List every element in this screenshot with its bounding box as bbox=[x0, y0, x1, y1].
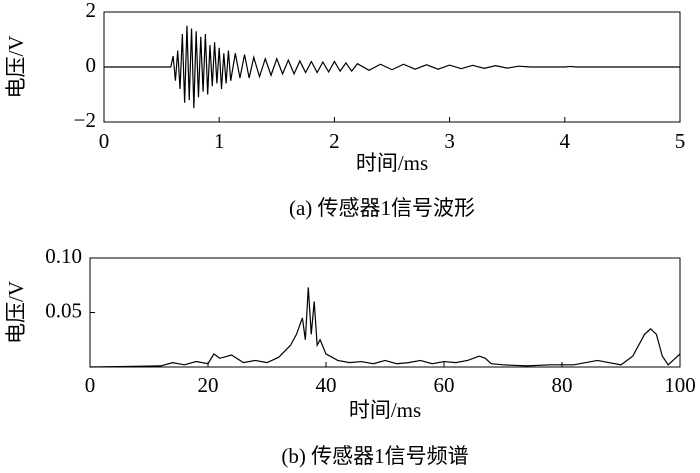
signal-line bbox=[104, 25, 680, 109]
y-tick-label: −2 bbox=[74, 108, 96, 132]
x-tick-label: 60 bbox=[434, 373, 455, 397]
x-tick-label: 80 bbox=[552, 373, 573, 397]
x-tick-label: 40 bbox=[316, 373, 337, 397]
x-tick-label: 0 bbox=[99, 129, 110, 153]
x-tick-label: 20 bbox=[198, 373, 219, 397]
signal-line bbox=[89, 287, 681, 368]
plot-frame bbox=[89, 257, 681, 368]
caption: (b) 传感器1信号频谱 bbox=[281, 444, 468, 468]
x-tick-label: 2 bbox=[329, 129, 340, 153]
x-tick-label: 1 bbox=[214, 129, 225, 153]
y-tick-label: 2 bbox=[86, 0, 97, 22]
x-tick-label: 100 bbox=[664, 373, 696, 397]
y-axis-label: 电压/V bbox=[4, 36, 28, 99]
x-tick-label: 0 bbox=[85, 373, 96, 397]
x-tick-label: 3 bbox=[444, 129, 455, 153]
y-tick-label: 0 bbox=[86, 53, 97, 77]
y-tick-label: 0.10 bbox=[45, 244, 82, 268]
x-tick-label: 4 bbox=[560, 129, 571, 153]
caption: (a) 传感器1信号波形 bbox=[289, 196, 475, 220]
y-tick-label: 0.05 bbox=[45, 298, 82, 322]
x-tick-label: 5 bbox=[675, 129, 686, 153]
x-axis-label: 时间/ms bbox=[356, 151, 428, 175]
y-axis-label: 电压/V bbox=[4, 281, 28, 344]
x-axis-label: 时间/ms bbox=[349, 398, 421, 422]
